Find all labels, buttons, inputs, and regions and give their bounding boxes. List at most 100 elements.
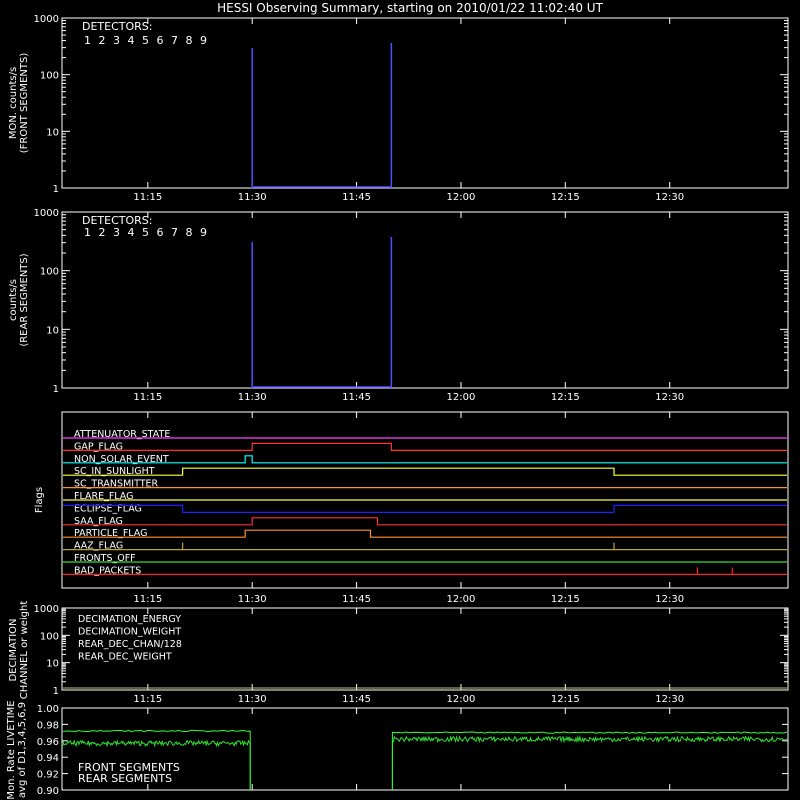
legend-detector-4: 4 <box>128 34 135 47</box>
legend-detector-6: 6 <box>157 226 164 239</box>
flag-trace-sc_in_sunlight <box>63 467 787 476</box>
livetime-y-tick-label: 0.94 <box>37 753 59 764</box>
svg-text:DECIMATION: DECIMATION <box>8 618 19 681</box>
decimation-label-1: DECIMATION_WEIGHT <box>78 627 181 638</box>
x-tick-label: 12:15 <box>551 392 580 403</box>
x-tick-label: 11:45 <box>342 694 371 705</box>
rear-ylabel: counts/s (REAR SEGMENTS) <box>8 253 30 346</box>
svg-text:avg of D1,3,4,5,6,9: avg of D1,3,4,5,6,9 <box>17 702 28 798</box>
flag-label-sc_transmitter: SC_TRANSMITTER <box>74 479 159 490</box>
legend-detector-8: 8 <box>186 226 193 239</box>
rear-legend-title: DETECTORS: <box>82 214 152 227</box>
y-tick-label: 100 <box>40 631 59 642</box>
flag-label-non_solar_event: NON_SOLAR_EVENT <box>74 454 169 465</box>
y-tick-label: 1 <box>53 384 59 395</box>
legend-detector-6: 6 <box>157 34 164 47</box>
rear-panel-frame <box>61 211 789 389</box>
x-tick-label: 11:15 <box>133 594 162 605</box>
front-ylabel: MON. counts/s (FRONT SEGMENTS) <box>8 53 30 154</box>
flag-trace-particle_flag <box>63 529 787 538</box>
svg-text:Mon. Rate LIVETIME: Mon. Rate LIVETIME <box>6 700 17 799</box>
flags-panel-frame <box>61 411 789 589</box>
x-tick-label: 11:30 <box>238 594 267 605</box>
legend-detector-3: 3 <box>113 34 120 47</box>
y-tick-label: 100 <box>40 267 59 278</box>
livetime-y-tick-label: 0.90 <box>37 786 59 797</box>
x-tick-label: 11:30 <box>238 392 267 403</box>
x-tick-label: 12:15 <box>551 694 580 705</box>
flag-trace-bad_packets <box>63 567 787 575</box>
livetime-panel-frame <box>61 707 789 791</box>
chart-title: HESSI Observing Summary, starting on 201… <box>217 1 603 15</box>
y-tick-label: 10 <box>46 659 59 670</box>
decimation-ylabel: DECIMATION CHANNEL or weight <box>8 601 30 700</box>
x-tick-label: 12:00 <box>447 594 476 605</box>
flag-label-gap_flag: GAP_FLAG <box>74 441 123 452</box>
x-tick-label: 11:15 <box>133 392 162 403</box>
x-tick-label: 12:30 <box>655 594 684 605</box>
flag-label-eclipse_flag: ECLIPSE_FLAG <box>74 503 142 514</box>
y-tick-label: 10 <box>46 325 59 336</box>
x-tick-label: 11:15 <box>133 694 162 705</box>
y-tick-label: 100 <box>40 71 59 82</box>
flag-label-fronts_off: FRONTS_OFF <box>74 553 136 564</box>
livetime-y-tick-label: 0.98 <box>37 720 59 731</box>
x-tick-label: 12:00 <box>447 192 476 203</box>
decimation-label-0: DECIMATION_ENERGY <box>78 614 181 625</box>
flag-label-aaz_flag: AAZ_FLAG <box>74 541 123 552</box>
decimation-label-3: REAR_DEC_WEIGHT <box>78 652 172 663</box>
decimation-panel-frame <box>61 607 789 691</box>
front-legend-title: DETECTORS: <box>82 20 152 33</box>
livetime-y-tick-label: 0.92 <box>37 770 59 781</box>
flag-label-saa_flag: SAA_FLAG <box>74 516 123 527</box>
livetime-series-0 <box>62 734 788 791</box>
svg-text:counts/s: counts/s <box>8 279 19 321</box>
legend-detector-5: 5 <box>142 226 149 239</box>
flag-trace-non_solar_event <box>63 455 787 464</box>
x-tick-label: 11:30 <box>238 694 267 705</box>
x-tick-label: 12:15 <box>551 594 580 605</box>
flag-trace-gap_flag <box>63 442 787 451</box>
x-tick-label: 11:30 <box>238 192 267 203</box>
x-tick-label: 12:30 <box>655 694 684 705</box>
flags-ylabel: Flags <box>34 487 45 513</box>
legend-detector-4: 4 <box>128 226 135 239</box>
flag-label-attenuator_state: ATTENUATOR_STATE <box>74 429 170 440</box>
flag-label-flare_flag: FLARE_FLAG <box>74 491 134 502</box>
livetime-series-1 <box>62 729 788 791</box>
x-tick-label: 12:15 <box>551 192 580 203</box>
legend-detector-7: 7 <box>171 226 178 239</box>
x-tick-label: 11:15 <box>133 192 162 203</box>
livetime-legend-front: FRONT SEGMENTS <box>78 761 180 774</box>
x-tick-label: 11:45 <box>342 392 371 403</box>
x-tick-label: 11:45 <box>342 192 371 203</box>
livetime-ylabel: Mon. Rate LIVETIME avg of D1,3,4,5,6,9 <box>6 700 28 799</box>
legend-detector-1: 1 <box>84 226 91 239</box>
legend-detector-9: 9 <box>200 226 207 239</box>
flag-trace-eclipse_flag <box>63 504 787 513</box>
y-tick-label: 1 <box>53 184 59 195</box>
svg-text:Flags: Flags <box>34 487 45 513</box>
legend-detector-9: 9 <box>200 34 207 47</box>
x-tick-label: 12:30 <box>655 392 684 403</box>
x-tick-label: 12:00 <box>447 694 476 705</box>
livetime-legend-rear: REAR SEGMENTS <box>78 772 172 785</box>
y-tick-label: 1000 <box>34 14 59 25</box>
svg-text:CHANNEL or weight: CHANNEL or weight <box>19 601 30 700</box>
svg-text:(REAR SEGMENTS): (REAR SEGMENTS) <box>19 253 30 346</box>
flag-label-sc_in_sunlight: SC_IN_SUNLIGHT <box>74 466 155 477</box>
decimation-label-2: REAR_DEC_CHAN/128 <box>78 639 182 650</box>
legend-detector-3: 3 <box>113 226 120 239</box>
flag-label-bad_packets: BAD_PACKETS <box>74 565 141 576</box>
legend-detector-2: 2 <box>99 34 106 47</box>
legend-detector-1: 1 <box>84 34 91 47</box>
legend-detector-5: 5 <box>142 34 149 47</box>
legend-detector-7: 7 <box>171 34 178 47</box>
y-tick-label: 1 <box>53 686 59 697</box>
flag-label-particle_flag: PARTICLE_FLAG <box>74 528 147 539</box>
livetime-y-tick-label: 1.00 <box>37 704 59 715</box>
livetime-y-tick-label: 0.96 <box>37 737 59 748</box>
